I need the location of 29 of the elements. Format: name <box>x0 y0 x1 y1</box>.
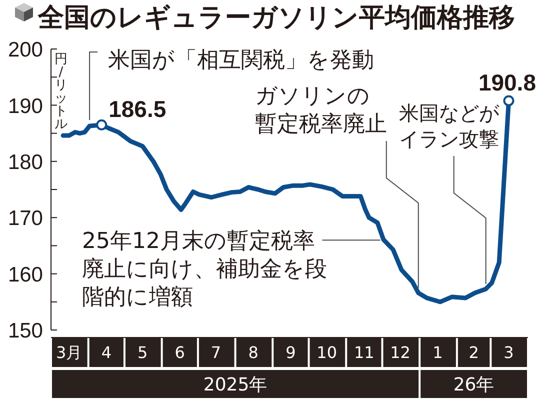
x-tick-label: 7 <box>210 342 222 362</box>
x-tick-label: 8 <box>248 342 258 362</box>
y-tick-label: 190 <box>8 94 43 118</box>
x-tick-label: 9 <box>286 342 296 362</box>
annotation: ガソリンの暫定税率廃止 <box>255 84 387 137</box>
y-tick-label: 200 <box>8 38 43 62</box>
x-tick-label: 12 <box>390 342 410 362</box>
data-label: 190.8 <box>478 70 536 96</box>
data-label: 186.5 <box>108 96 166 122</box>
y-tick-label: 160 <box>8 263 43 286</box>
x-tick-label: 3 <box>504 342 514 362</box>
chart-title: 全国のレギュラーガソリン平均価格推移 <box>37 3 515 33</box>
y-tick-label: 180 <box>8 150 43 174</box>
x-tick-label: 2 <box>468 342 479 362</box>
y-tick-label: 170 <box>8 207 43 230</box>
annotation: 米国が「相互関税」を発動 <box>108 48 374 73</box>
text: 2025年 <box>203 374 268 396</box>
x-tick-label: 10 <box>316 342 338 362</box>
x-tick-label: 6 <box>174 342 185 362</box>
x-tick-label: 3月 <box>56 342 82 362</box>
x-tick-label: 1 <box>432 342 443 362</box>
annotation: 米国などがイラン攻撃 <box>399 101 500 151</box>
x-tick-label: 5 <box>137 342 148 362</box>
x-tick-label: 4 <box>101 342 112 362</box>
x-tick-label: 11 <box>354 342 374 362</box>
annotation: 25年12月末の暫定税率廃止に向け、補助金を段階的に増額 <box>82 229 327 310</box>
text: 26年 <box>453 374 494 396</box>
y-tick-label: 150 <box>8 320 43 343</box>
y-axis-title: 円/リットル <box>54 52 68 132</box>
